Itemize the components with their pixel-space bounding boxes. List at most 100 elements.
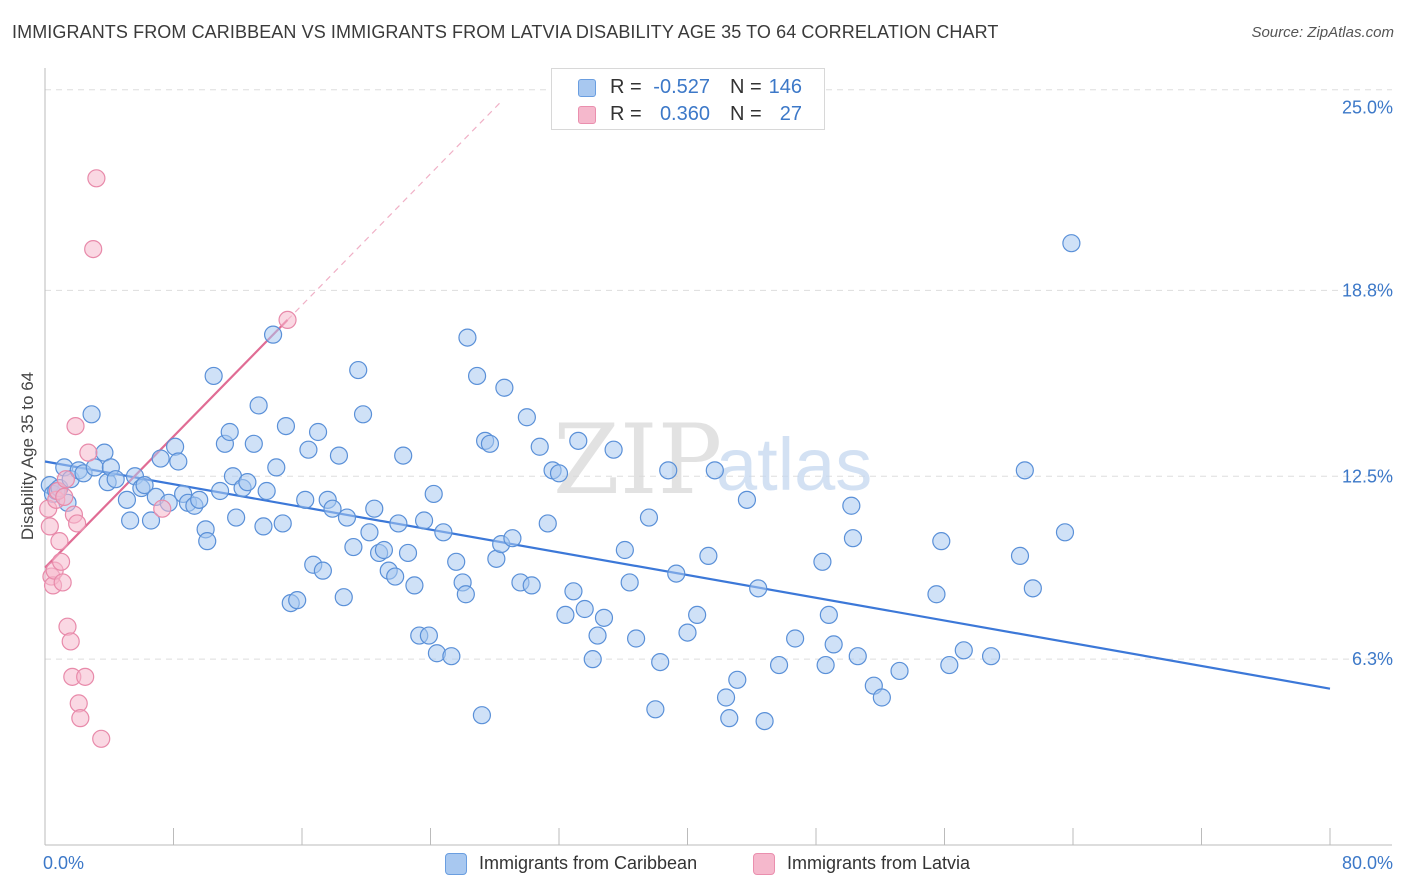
caribbean-point [419, 626, 438, 645]
legend-swatch-pink [578, 106, 596, 124]
caribbean-point [273, 514, 292, 533]
tick-labels: 6.3% 12.5% 18.8% 25.0% 0.0% 80.0% [43, 98, 1393, 874]
caribbean-point [716, 688, 736, 707]
caribbean-point [386, 567, 405, 586]
caribbean-point [699, 546, 718, 566]
latvia-point [66, 417, 85, 436]
caribbean-point [424, 484, 443, 504]
caribbean-point [257, 481, 276, 501]
caribbean-point [166, 437, 185, 456]
caribbean-point [323, 499, 342, 518]
legend-label-caribbean: Immigrants from Caribbean [479, 853, 698, 873]
latvia-point [153, 499, 172, 518]
caribbean-point [786, 629, 805, 648]
caribbean-point [394, 446, 413, 465]
latvia-point [56, 470, 75, 489]
latvia-point [87, 169, 106, 188]
n-value: 27 [779, 103, 802, 125]
caribbean-point [334, 588, 353, 607]
caribbean-point [615, 540, 634, 560]
r-value: -0.527 [653, 76, 710, 98]
latvia-point [51, 552, 71, 571]
caribbean-point [267, 458, 286, 477]
caribbean-point [890, 661, 909, 681]
caribbean-point [981, 647, 1001, 666]
caribbean-point [705, 461, 724, 480]
caribbean-point [117, 490, 137, 509]
caribbean-point [141, 511, 161, 530]
latvia-point [55, 487, 74, 506]
n-value: 146 [768, 76, 802, 98]
caribbean-point [1023, 579, 1042, 598]
latvia-point [84, 240, 103, 259]
caribbean-point [813, 552, 832, 571]
caribbean-point [1055, 523, 1075, 542]
legend-swatch-blue [578, 79, 596, 97]
caribbean-point [204, 366, 223, 386]
caribbean-point [398, 543, 418, 563]
caribbean-point [349, 360, 368, 380]
legend-label-latvia: Immigrants from Latvia [787, 853, 971, 873]
caribbean-point [848, 647, 867, 666]
caribbean-point [434, 523, 453, 542]
caribbean-point [360, 523, 379, 542]
latvia-point [278, 310, 297, 329]
caribbean-point [604, 440, 623, 459]
caribbean-point [249, 396, 268, 415]
caribbean-point [639, 508, 659, 527]
caribbean-point [299, 440, 318, 459]
caribbean-point [389, 514, 408, 533]
caribbean-point [842, 496, 861, 515]
caribbean-point [530, 437, 549, 456]
r-label: R = [610, 103, 642, 125]
legend-row-caribbean: R = -0.527 N = 146 [552, 75, 824, 101]
caribbean-point [824, 635, 843, 654]
r-value: 0.360 [659, 103, 710, 125]
latvia-point [50, 532, 69, 551]
caribbean-point [517, 408, 536, 427]
latvia-point [40, 517, 59, 536]
caribbean-point [151, 449, 170, 468]
y-tick-label: 6.3% [1352, 649, 1393, 669]
caribbean-point [337, 508, 357, 527]
caribbean-point [646, 700, 665, 719]
latvia-point [92, 729, 111, 748]
caribbean-point [472, 706, 491, 725]
caribbean-point [737, 490, 757, 509]
caribbean-point [442, 647, 461, 666]
caribbean-point [769, 655, 789, 675]
gridlines [45, 89, 1392, 660]
y-tick-label: 25.0% [1342, 98, 1393, 118]
caribbean-point [556, 605, 575, 625]
y-axis-label: Disability Age 35 to 64 [18, 372, 37, 540]
caribbean-point [755, 711, 774, 731]
x-tick-label: 0.0% [43, 853, 84, 873]
caribbean-point [296, 490, 315, 509]
caribbean-point [467, 366, 487, 386]
caribbean-point [121, 511, 140, 530]
caribbean-point [720, 709, 739, 728]
caribbean-point [238, 473, 257, 492]
caribbean-point [569, 431, 588, 450]
caribbean-point [344, 537, 363, 557]
correlation-legend: R = -0.527 N = 146 R = 0.360 N = 27 [551, 68, 825, 130]
caribbean-point [82, 405, 101, 424]
series-legend: Immigrants from Caribbean Immigrants fro… [0, 852, 1406, 878]
caribbean-point [594, 608, 614, 627]
caribbean-point [308, 422, 328, 442]
caribbean-point [1015, 461, 1034, 480]
caribbean-point [688, 605, 707, 625]
legend-swatch-pink [753, 853, 775, 875]
caribbean-point [678, 623, 697, 642]
chart-title: IMMIGRANTS FROM CARIBBEAN VS IMMIGRANTS … [12, 22, 999, 42]
caribbean-point [549, 464, 569, 483]
caribbean-point [135, 476, 154, 495]
caribbean-point [288, 591, 307, 610]
caribbean-point [538, 514, 557, 533]
caribbean-point [872, 688, 891, 707]
data-points [39, 169, 1081, 748]
caribbean-point [365, 499, 384, 518]
y-tick-label: 18.8% [1342, 280, 1393, 300]
legend-swatch-blue [445, 853, 467, 875]
caribbean-point [263, 325, 283, 344]
